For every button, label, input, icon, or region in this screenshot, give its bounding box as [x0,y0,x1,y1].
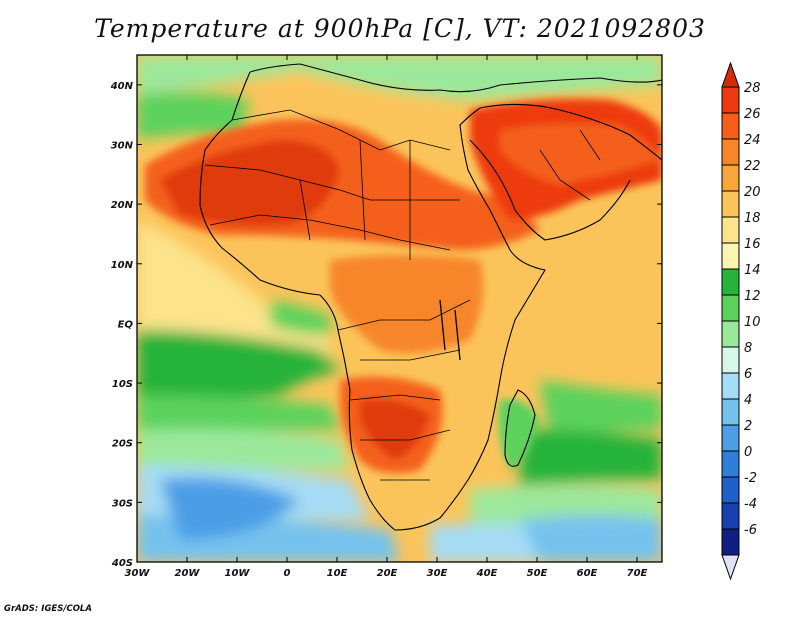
lon-label: 20W [175,568,201,579]
colorbar-label: 26 [744,107,761,122]
lon-label: 50E [527,568,548,579]
lat-label: 40S [111,558,133,569]
colorbar-segment [721,424,740,452]
colorbar-label: 0 [744,445,752,460]
temperature-field [137,55,662,562]
lon-label: 70E [627,568,648,579]
colorbar-segment [721,372,740,400]
colorbar-segment [721,528,740,556]
colorbar-label: 12 [744,289,761,304]
lat-label: 30N [111,140,134,151]
lon-label: 60E [577,568,598,579]
colorbar-segment [721,502,740,530]
colorbar-label: 18 [744,211,761,226]
colorbar-segment [721,112,740,140]
lon-label: 10W [225,568,251,579]
lon-label: 30E [427,568,448,579]
colorbar-segment [721,294,740,322]
colorbar-segment [721,450,740,478]
colorbar-label: 8 [744,341,752,356]
colorbar-segment [721,86,740,114]
colorbar-segment [721,320,740,348]
colorbar-label: -4 [744,497,757,512]
colorbar-segment [721,216,740,244]
map-frame [136,54,663,563]
lon-label: 10E [327,568,348,579]
colorbar-over-triangle [721,61,740,88]
map-title: Temperature at 900hPa [C], VT: 202109280… [94,14,706,43]
lat-label: 20S [112,439,133,450]
lat-label: 10S [112,379,133,390]
colorbar-under-triangle [721,554,740,581]
colorbar-label: 14 [744,263,761,278]
lat-label: 10N [111,260,134,271]
lon-label: 30W [125,568,151,579]
lon-label: 0 [284,568,291,579]
colorbar-segment [721,242,740,270]
lat-axis: 40N 30N 20N 10N EQ 10S 20S 30S 40S [110,81,662,569]
colorbar-label: 24 [744,133,761,148]
lat-label: 20N [111,200,134,211]
colorbar-segment [721,476,740,504]
coastlines [199,63,662,531]
colorbar-label: 4 [744,393,752,408]
lon-label: 40E [476,568,498,579]
colorbar-label: 28 [744,81,761,96]
lon-axis: 30W 20W 10W 0 10E 20E 30E 40E 50E 60E 70E [125,55,648,579]
colorbar-label: 6 [744,367,752,382]
colorbar-segment [721,164,740,192]
colorbar-label: -6 [744,523,757,538]
colorbar-label: 10 [744,315,761,330]
colorbar-label: 16 [744,237,761,252]
lat-label: 40N [110,81,134,92]
colorbar-segment [721,398,740,426]
colorbar-segment [721,138,740,166]
colorbar-segment [721,190,740,218]
lat-label: EQ [118,319,134,330]
colorbar-segment [721,346,740,374]
colorbar-label: -2 [744,471,757,486]
lat-label: 30S [112,498,133,509]
colorbar-label: 20 [744,185,761,200]
colorbar-label: 22 [744,159,761,174]
colorbar-segment [721,268,740,296]
lon-label: 20E [377,568,398,579]
colorbar-label: 2 [744,419,752,434]
grads-credit: GrADS: IGES/COLA [4,604,92,614]
